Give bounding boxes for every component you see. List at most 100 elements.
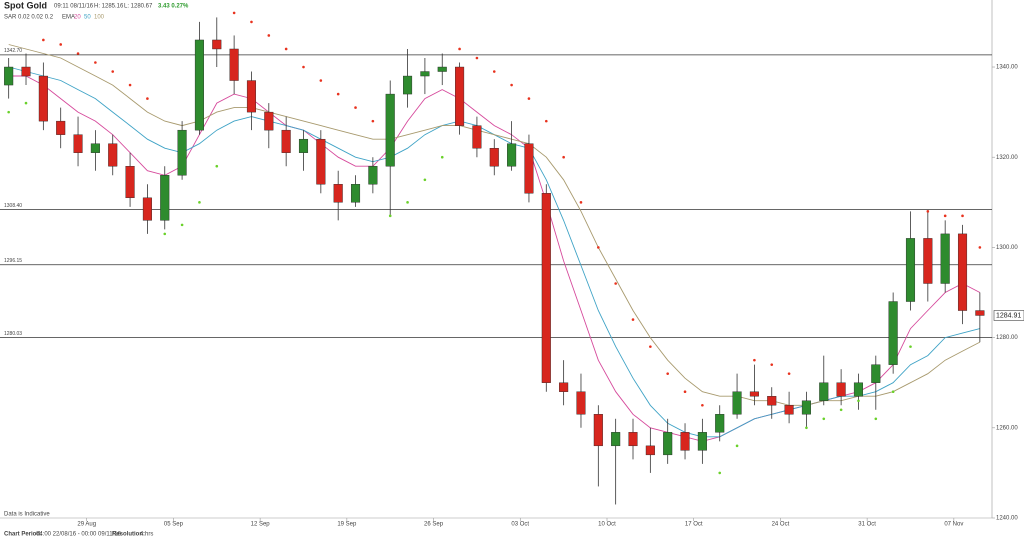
y-tick-label: 1340.00: [996, 65, 1018, 71]
change-text: 3.43 0.27%: [158, 4, 189, 10]
x-tick-label: 07 Nov: [944, 522, 963, 528]
sar-dot: [302, 65, 305, 69]
sar-dot: [319, 79, 323, 82]
candle-body: [593, 414, 603, 447]
chart-title: Spot Gold: [4, 0, 47, 10]
y-tick-label: 1240.00: [996, 516, 1018, 522]
candle-body: [125, 166, 135, 199]
candle-body: [264, 111, 274, 131]
sar-dot: [943, 214, 947, 218]
level-label: 1342.70: [4, 48, 22, 54]
candle-body: [697, 432, 707, 451]
candle-body: [142, 197, 152, 221]
sar-dot: [336, 92, 340, 96]
sar-dot: [787, 372, 791, 375]
footer-period: 04:00 22/08/16 - 00:00 09/11/16: [36, 532, 122, 538]
candle-body: [350, 184, 361, 203]
candle-body: [281, 129, 291, 153]
sar-dot: [94, 61, 97, 64]
x-tick-label: 24 Oct: [772, 522, 790, 528]
y-tick-label: 1280.00: [996, 335, 1018, 341]
candle-body: [836, 382, 846, 397]
sar-dot: [42, 38, 45, 42]
candle-body: [212, 39, 222, 50]
candle-body: [229, 48, 239, 81]
candle-body: [489, 147, 499, 167]
x-tick-label: 29 Aug: [77, 522, 96, 528]
sar-dot: [527, 97, 531, 100]
candle-body: [108, 143, 118, 167]
candle-body: [38, 75, 48, 122]
sar-dot: [510, 83, 513, 87]
candle-body: [715, 414, 725, 433]
sar-dot: [753, 358, 756, 362]
sar-dot: [926, 210, 930, 213]
candle-body: [975, 310, 985, 316]
sar-dot: [388, 214, 392, 218]
y-tick-label: 1320.00: [996, 155, 1018, 161]
sar-dot: [770, 363, 774, 366]
ema-param: 100: [94, 15, 105, 21]
candle-body: [541, 193, 551, 383]
candle-body: [56, 120, 66, 135]
candle-body: [767, 396, 777, 406]
sar-dot: [198, 201, 201, 204]
candle-body: [472, 125, 482, 149]
ema-param: 50: [84, 15, 91, 21]
x-tick-label: 17 Oct: [685, 522, 703, 528]
candle-body: [298, 138, 309, 153]
candle-body: [385, 93, 395, 167]
candle-body: [316, 138, 326, 185]
candle-body: [420, 71, 430, 77]
level-label: 1280.03: [4, 331, 22, 337]
sar-dot: [874, 417, 878, 421]
candle-body: [905, 238, 916, 302]
candle-body: [819, 382, 829, 401]
candle-body: [177, 129, 187, 176]
x-tick-label: 31 Oct: [858, 522, 876, 528]
candle-body: [628, 432, 638, 447]
sar-dot: [250, 20, 253, 24]
level-label: 1296.15: [4, 258, 22, 264]
candle-body: [888, 301, 898, 365]
candle-body: [853, 382, 863, 397]
sar-dot: [562, 155, 565, 159]
sar-dot: [492, 70, 496, 73]
level-label: 1308.40: [4, 203, 22, 209]
candle-body: [559, 382, 569, 392]
x-tick-label: 10 Oct: [598, 522, 616, 528]
sar-dot: [666, 372, 669, 375]
sar-dot: [683, 390, 687, 394]
sar-dot: [961, 214, 964, 218]
sar-dot: [701, 403, 704, 407]
sar-dot: [24, 101, 28, 105]
candle-body: [576, 391, 586, 415]
sar-dot: [891, 390, 895, 394]
candle-body: [871, 364, 881, 383]
candle-body: [333, 184, 343, 203]
candle-body: [749, 391, 759, 397]
sar-dot: [735, 444, 739, 448]
sar-label: SAR: [4, 15, 17, 21]
sar-dot: [978, 246, 982, 249]
candle-body: [246, 80, 257, 113]
footer-resolution-label: Resolution:: [112, 532, 145, 538]
candle-body: [957, 233, 968, 311]
sar-dot: [371, 119, 375, 123]
candle-body: [90, 143, 100, 153]
sar-dot: [579, 201, 583, 204]
sar-dot: [59, 43, 62, 46]
low-text: L: 1280.67: [124, 4, 153, 10]
sar-dot: [146, 97, 149, 100]
candle-body: [680, 432, 690, 451]
note: Data is Indicative: [4, 512, 50, 518]
ema-line: [8, 75, 981, 442]
last-price-box: [993, 310, 1024, 321]
y-tick-label: 1260.00: [996, 425, 1018, 431]
x-tick-label: 19 Sep: [337, 522, 357, 528]
x-tick-label: 26 Sep: [424, 522, 444, 528]
quote-time: 09:11 08/11/16: [54, 4, 94, 10]
x-tick-label: 12 Sep: [251, 522, 271, 528]
candle-body: [368, 166, 378, 185]
